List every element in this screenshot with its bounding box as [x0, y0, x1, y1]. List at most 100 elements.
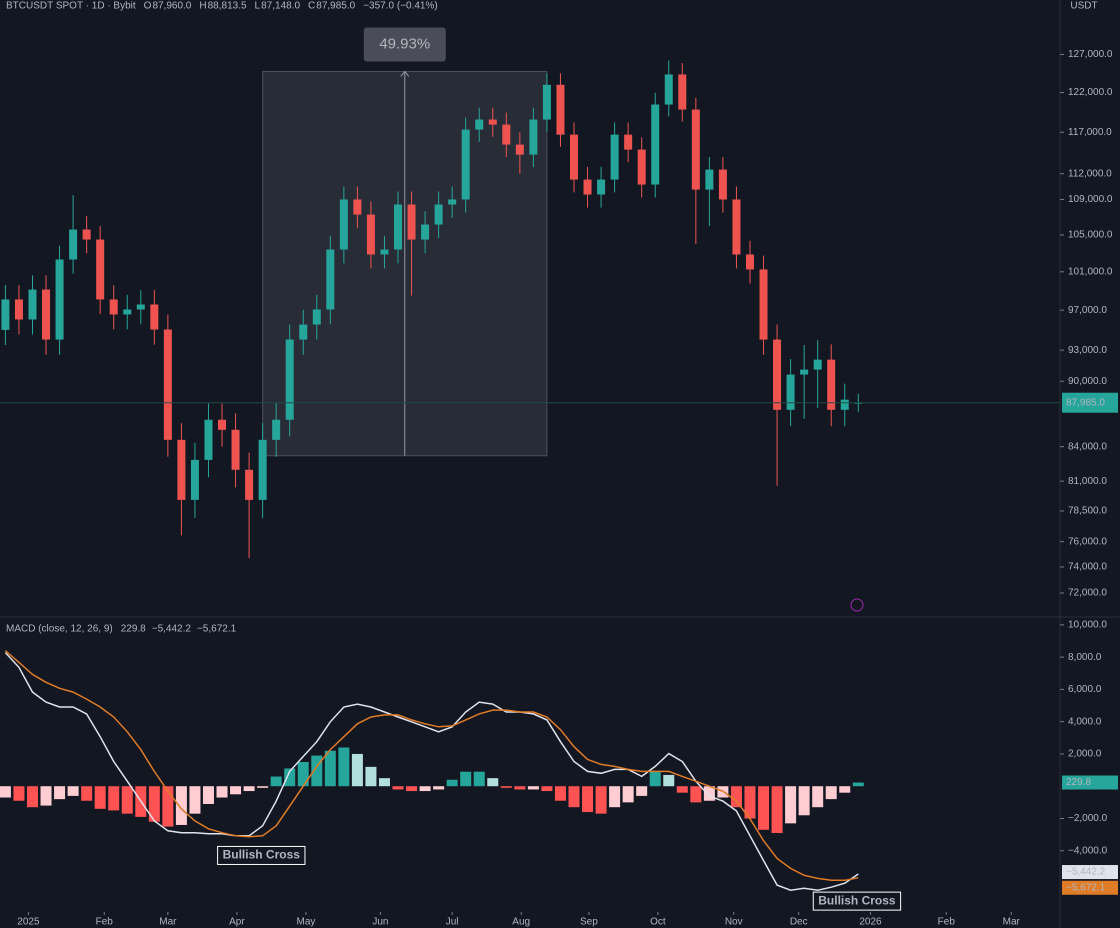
x-tick-label: 2025	[17, 917, 40, 928]
candle-body	[597, 179, 606, 195]
histogram-bar	[121, 786, 133, 814]
candle-body	[177, 439, 186, 500]
candle-body	[678, 74, 687, 110]
histogram-bar	[40, 786, 52, 806]
candle-body	[258, 439, 267, 500]
histogram-bar	[26, 786, 38, 808]
candle-body	[827, 359, 836, 410]
histogram-bar	[162, 786, 174, 827]
histogram-bar	[81, 786, 93, 801]
x-tick-label: Dec	[790, 917, 808, 928]
candle-body	[624, 134, 633, 150]
candle-body	[745, 254, 754, 270]
x-tick-label: Jun	[372, 917, 388, 928]
last-price-box	[1062, 392, 1118, 413]
histogram-bar	[676, 786, 688, 793]
candle-body	[732, 199, 741, 255]
y-tick-label: 117,000.0	[1068, 127, 1112, 138]
histogram-bar	[771, 786, 783, 834]
candle-body	[461, 129, 470, 200]
x-tick-label: Oct	[650, 917, 666, 928]
change: −357.0 (−0.41%)	[363, 1, 438, 12]
candle-body	[380, 249, 389, 255]
event-icon[interactable]	[850, 598, 864, 612]
ohlc-key: L	[255, 1, 261, 12]
candle-body	[407, 204, 416, 240]
candle-body	[136, 304, 145, 310]
indicator-title: MACD (close, 12, 26, 9)	[6, 624, 113, 635]
y-tick-label: 2,000.0	[1068, 749, 1102, 760]
histogram-bar	[852, 782, 864, 787]
histogram-bar	[500, 786, 512, 788]
histogram-bar	[839, 786, 851, 793]
x-tick-label: Apr	[229, 917, 245, 928]
histogram-bar	[663, 774, 675, 787]
candle-body	[326, 249, 335, 310]
candle-body	[583, 179, 592, 195]
macd-line	[4, 652, 859, 891]
histogram-bar	[730, 786, 742, 808]
histogram-bar	[311, 755, 323, 787]
histogram-bar	[825, 786, 837, 800]
histogram-bar	[487, 778, 499, 787]
y-tick-label: 8,000.0	[1068, 652, 1102, 663]
histogram-bar	[406, 786, 418, 792]
candle-body	[339, 199, 348, 250]
histogram-bar	[378, 778, 390, 787]
histogram-bar	[446, 779, 458, 787]
ohlc-key: O	[144, 1, 152, 12]
candle-body	[204, 419, 213, 460]
measure-label-box	[363, 27, 446, 62]
y-tick-label: −2,000.0	[1068, 813, 1108, 824]
candle-body	[245, 469, 254, 500]
histogram-bar	[514, 786, 526, 790]
ohlc-value: 88,813.5	[208, 1, 247, 12]
histogram-bar	[297, 762, 309, 787]
value-tag: −5,442.2	[1066, 867, 1106, 878]
candle-body	[96, 239, 105, 300]
measure-label: 49.93%	[379, 35, 430, 52]
histogram-bar	[419, 786, 431, 792]
histogram-bar	[202, 786, 214, 804]
y-tick-label: 97,000.0	[1068, 305, 1107, 316]
x-tick-label: Sep	[580, 917, 598, 928]
histogram-bar	[690, 786, 702, 803]
histogram-bar	[541, 786, 553, 792]
candle-body	[759, 269, 768, 340]
candle-body	[637, 149, 646, 185]
candle-body	[488, 119, 497, 125]
candle-body	[502, 124, 511, 145]
histogram-bar	[338, 747, 350, 787]
candle-body	[448, 199, 457, 205]
macd-line	[4, 650, 859, 882]
candle-body	[218, 419, 227, 430]
histogram-bar	[216, 786, 228, 798]
histogram-bar	[649, 771, 661, 787]
histogram-bar	[554, 786, 566, 801]
candle-body	[353, 199, 362, 215]
candle-body	[82, 229, 91, 240]
candle-body	[394, 204, 403, 250]
histogram-bar	[473, 771, 485, 787]
candle-body	[55, 259, 64, 340]
candle-body	[542, 84, 551, 120]
candle-body	[231, 429, 240, 470]
y-tick-label: 109,000.0	[1068, 194, 1113, 205]
candle-body	[109, 299, 118, 315]
histogram-bar	[243, 786, 255, 792]
candle-body	[813, 359, 822, 370]
candle-body	[786, 374, 795, 410]
candle-body	[569, 134, 578, 180]
y-tick-label: 90,000.0	[1068, 376, 1107, 387]
ohlc-key: C	[308, 1, 315, 12]
histogram-bar	[0, 786, 11, 798]
candle-body	[421, 224, 430, 240]
histogram-bar	[284, 768, 296, 787]
candle-body	[366, 214, 375, 255]
histogram-bar	[108, 786, 120, 811]
histogram-bar	[13, 786, 25, 801]
y-tick-label: 127,000.0	[1068, 49, 1113, 60]
histogram-bar	[568, 786, 580, 808]
histogram-bar	[230, 786, 242, 795]
